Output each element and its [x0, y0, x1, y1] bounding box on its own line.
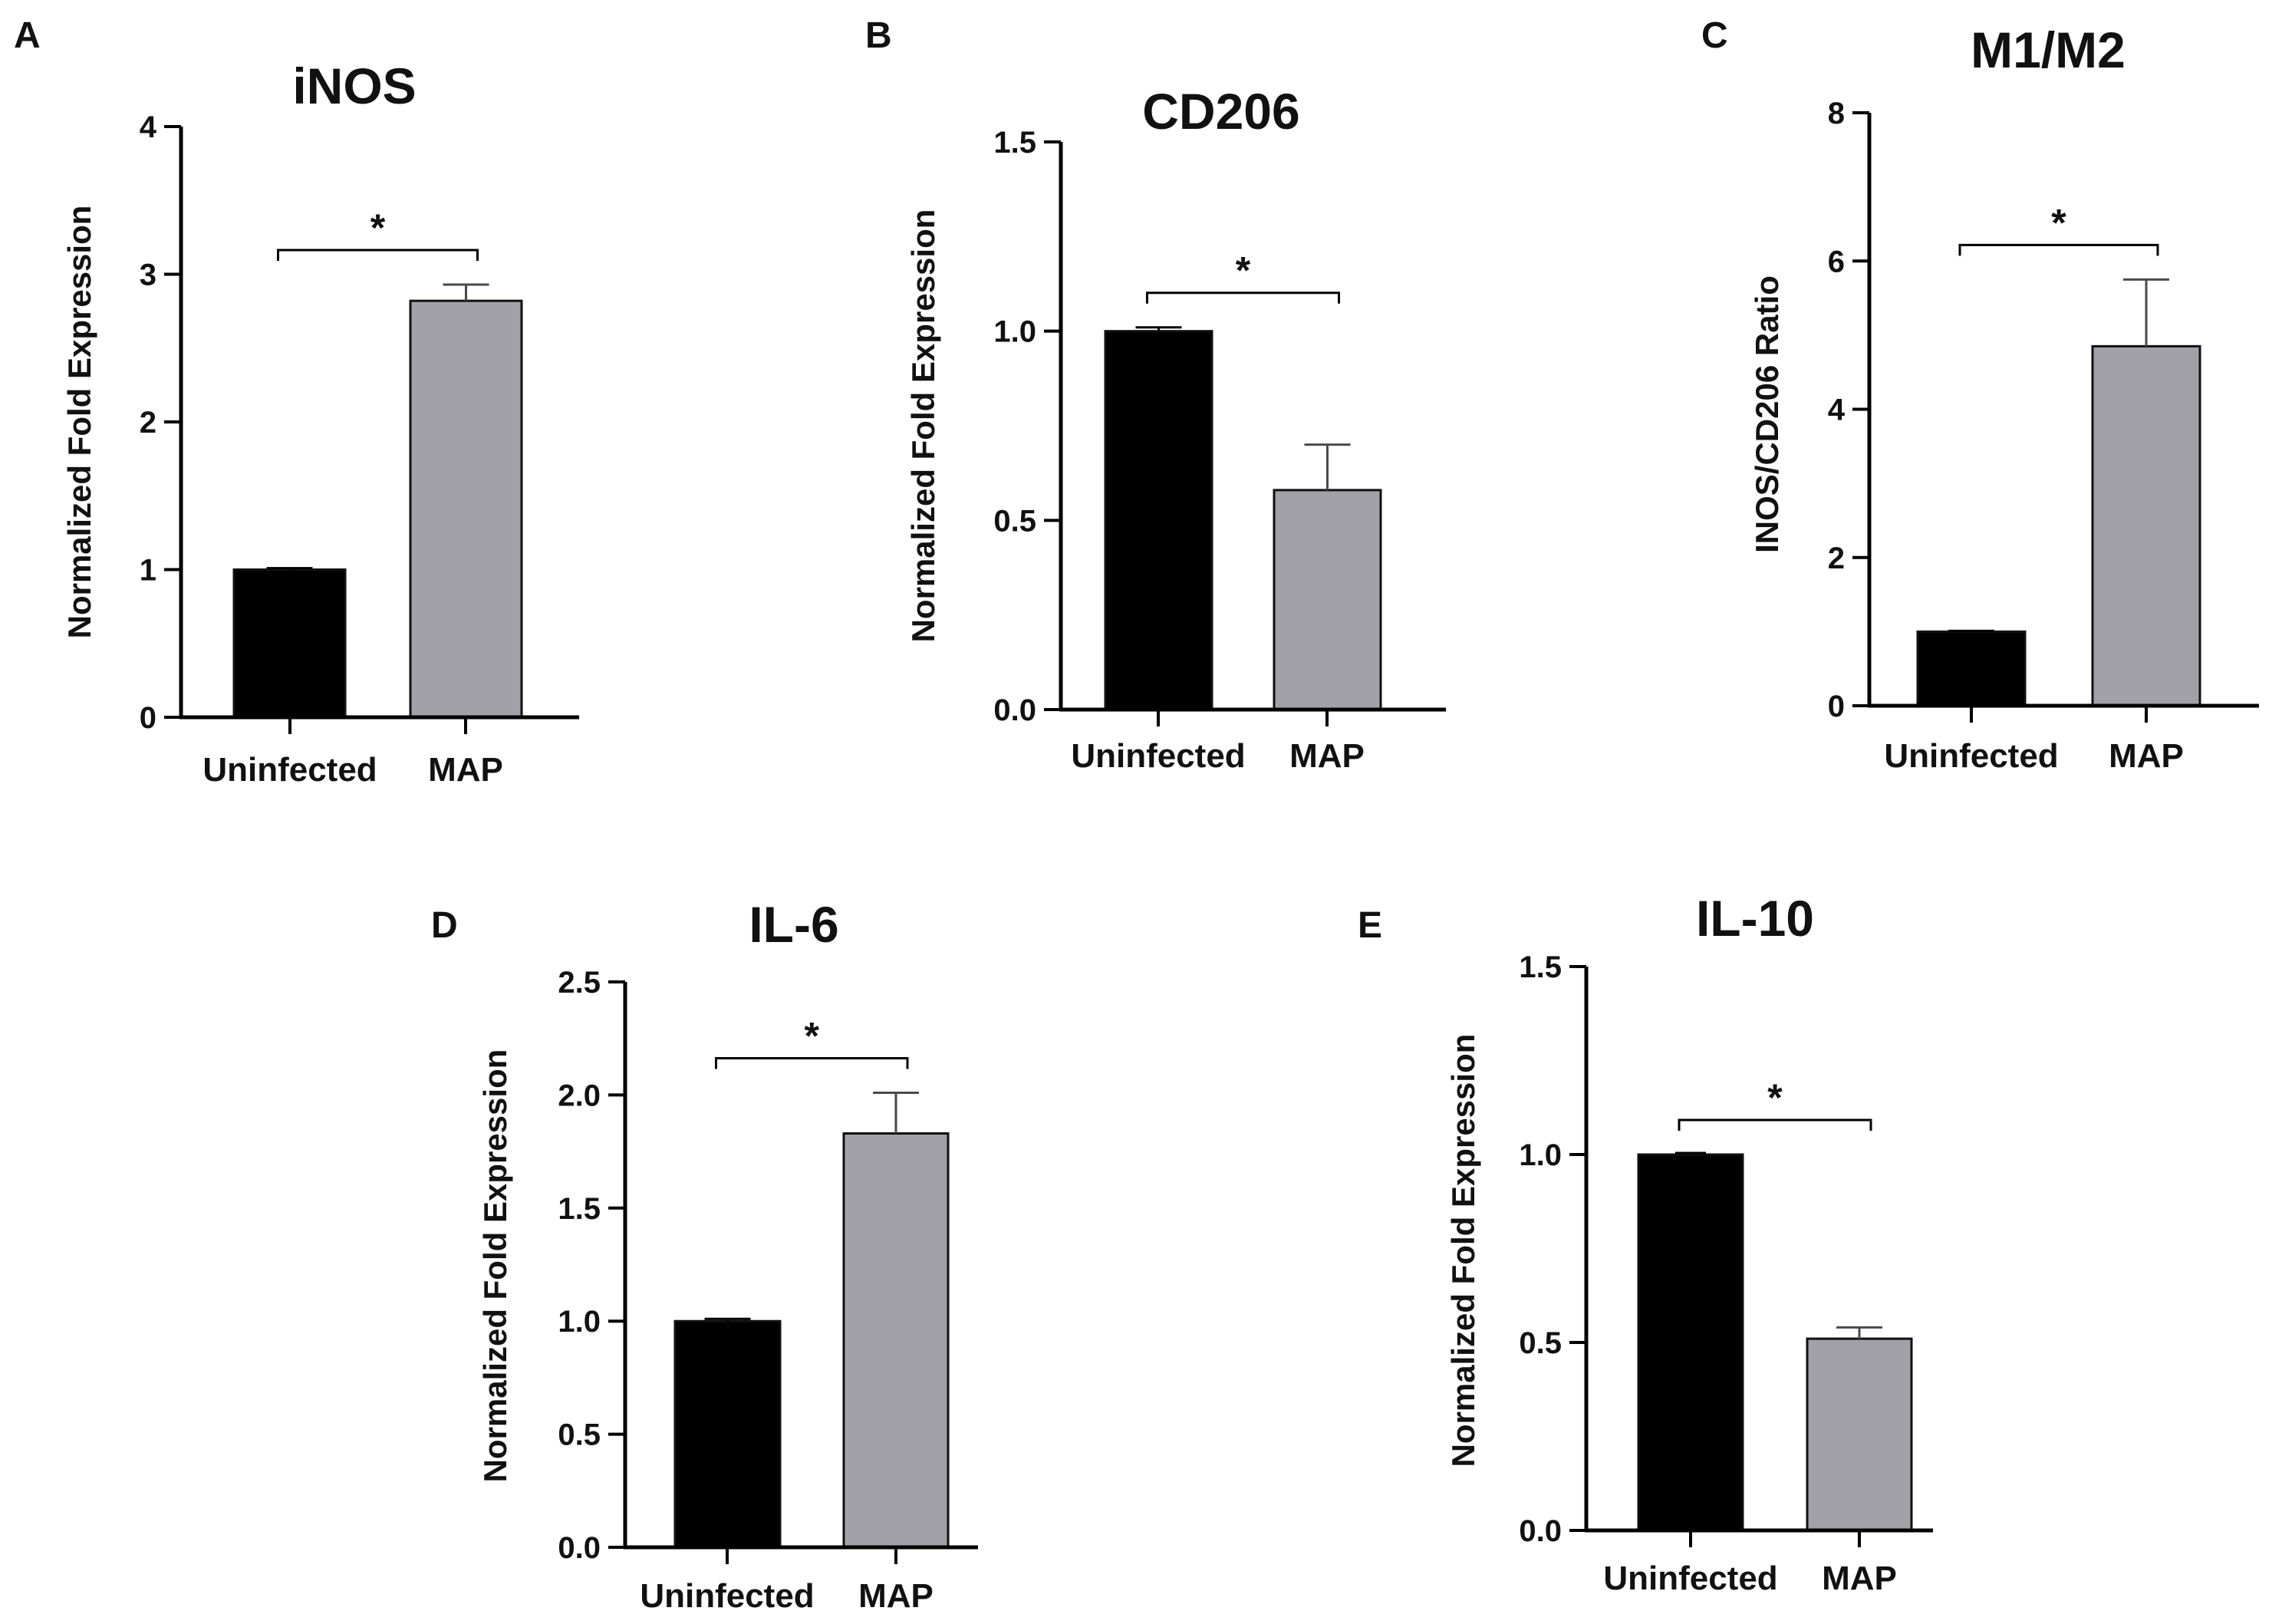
y-tick-label: 0.5 — [993, 504, 1036, 538]
bar-map — [842, 1132, 950, 1549]
y-tick-label: 0.0 — [1519, 1514, 1562, 1548]
bar-map — [409, 299, 523, 719]
y-tick-label: 1 — [140, 554, 156, 588]
y-tick-label: 1.5 — [993, 126, 1036, 160]
y-tick-label: 0 — [140, 701, 156, 735]
significance-bracket — [1146, 292, 1340, 304]
bar-uninfected — [1637, 1153, 1744, 1532]
x-tick-label: Uninfected — [203, 751, 377, 789]
panel-letter: E — [1358, 905, 1382, 946]
y-tick-label: 4 — [1828, 394, 1846, 427]
panel-letter: C — [1701, 15, 1728, 56]
bar-uninfected — [232, 568, 347, 719]
bar-uninfected — [673, 1319, 782, 1549]
x-tick-label: Uninfected — [640, 1577, 814, 1615]
y-tick-label: 0.0 — [993, 693, 1036, 727]
y-axis-label: Normalized Fold Expression — [905, 209, 941, 643]
x-tick-label: Uninfected — [1071, 737, 1245, 775]
bar-map — [1273, 489, 1382, 711]
panel-letter: A — [14, 15, 41, 56]
significance-bracket — [1678, 1118, 1872, 1131]
x-tick-label: MAP — [428, 751, 503, 789]
y-axis-label: Normalized Fold Expression — [61, 206, 97, 639]
significance-marker: * — [2051, 201, 2066, 244]
y-tick-label: 2.5 — [558, 966, 601, 1000]
chart-title: IL-10 — [1696, 890, 1814, 947]
panel-letter: D — [431, 905, 458, 946]
bar-map — [2091, 344, 2201, 707]
y-tick-label: 1.5 — [1519, 950, 1562, 984]
y-tick-label: 2 — [140, 406, 156, 440]
y-tick-label: 6 — [1828, 245, 1845, 278]
y-tick-label: 0 — [1828, 690, 1845, 723]
bar-uninfected — [1916, 630, 2027, 707]
y-tick-label: 0.5 — [1519, 1326, 1562, 1360]
significance-marker: * — [370, 206, 386, 249]
y-axis-label: Normalized Fold Expression — [477, 1049, 513, 1483]
significance-bracket — [1958, 243, 2159, 256]
bar-map — [1806, 1337, 1913, 1532]
y-axis-label: Normalized Fold Expression — [1445, 1034, 1481, 1468]
y-tick-label: 0.0 — [558, 1531, 601, 1565]
x-tick-label: MAP — [1822, 1560, 1897, 1597]
y-tick-label: 0.5 — [558, 1418, 601, 1452]
chart-title: M1/M2 — [1971, 21, 2126, 78]
x-tick-label: MAP — [1289, 737, 1365, 775]
chart-title: iNOS — [292, 58, 416, 114]
chart-title: CD206 — [1142, 83, 1299, 140]
x-tick-label: MAP — [858, 1577, 934, 1615]
y-axis-label: INOS/CD206 Ratio — [1749, 275, 1785, 553]
significance-marker: * — [805, 1014, 820, 1057]
x-tick-label: Uninfected — [1884, 737, 2058, 775]
y-tick-label: 2 — [1828, 542, 1845, 575]
significance-bracket — [277, 249, 479, 261]
x-tick-label: Uninfected — [1603, 1560, 1777, 1597]
y-tick-label: 1.0 — [1519, 1138, 1562, 1172]
x-tick-label: MAP — [2109, 737, 2184, 775]
chart-panel-c: C M1/M2 INOS/CD206 Ratio 0 2 4 6 8 Uninfected MAP… — [1701, 15, 2259, 775]
panel-letter: B — [865, 15, 892, 56]
chart-panel-e: E IL-10 Normalized Fold Expression 0.0 0.5 1.… — [1358, 890, 1933, 1597]
y-tick-label: 1.0 — [558, 1305, 601, 1339]
chart-panel-b: B CD206 Normalized Fold Expression 0.0 0.5 1.… — [865, 15, 1446, 775]
y-tick-label: 3 — [140, 259, 156, 292]
y-tick-label: 8 — [1828, 97, 1845, 130]
y-tick-label: 1.0 — [993, 315, 1036, 349]
bar-uninfected — [1104, 330, 1213, 711]
significance-marker: * — [1236, 249, 1251, 292]
y-tick-label: 1.5 — [558, 1192, 601, 1226]
chart-title: IL-6 — [749, 896, 838, 953]
significance-bracket — [715, 1056, 909, 1069]
chart-panel-d: D IL-6 Normalized Fold Expression 0.0 0.5 1.0… — [431, 896, 978, 1615]
y-tick-label: 4 — [140, 110, 157, 144]
significance-marker: * — [1767, 1076, 1783, 1119]
y-tick-label: 2.0 — [558, 1079, 601, 1112]
